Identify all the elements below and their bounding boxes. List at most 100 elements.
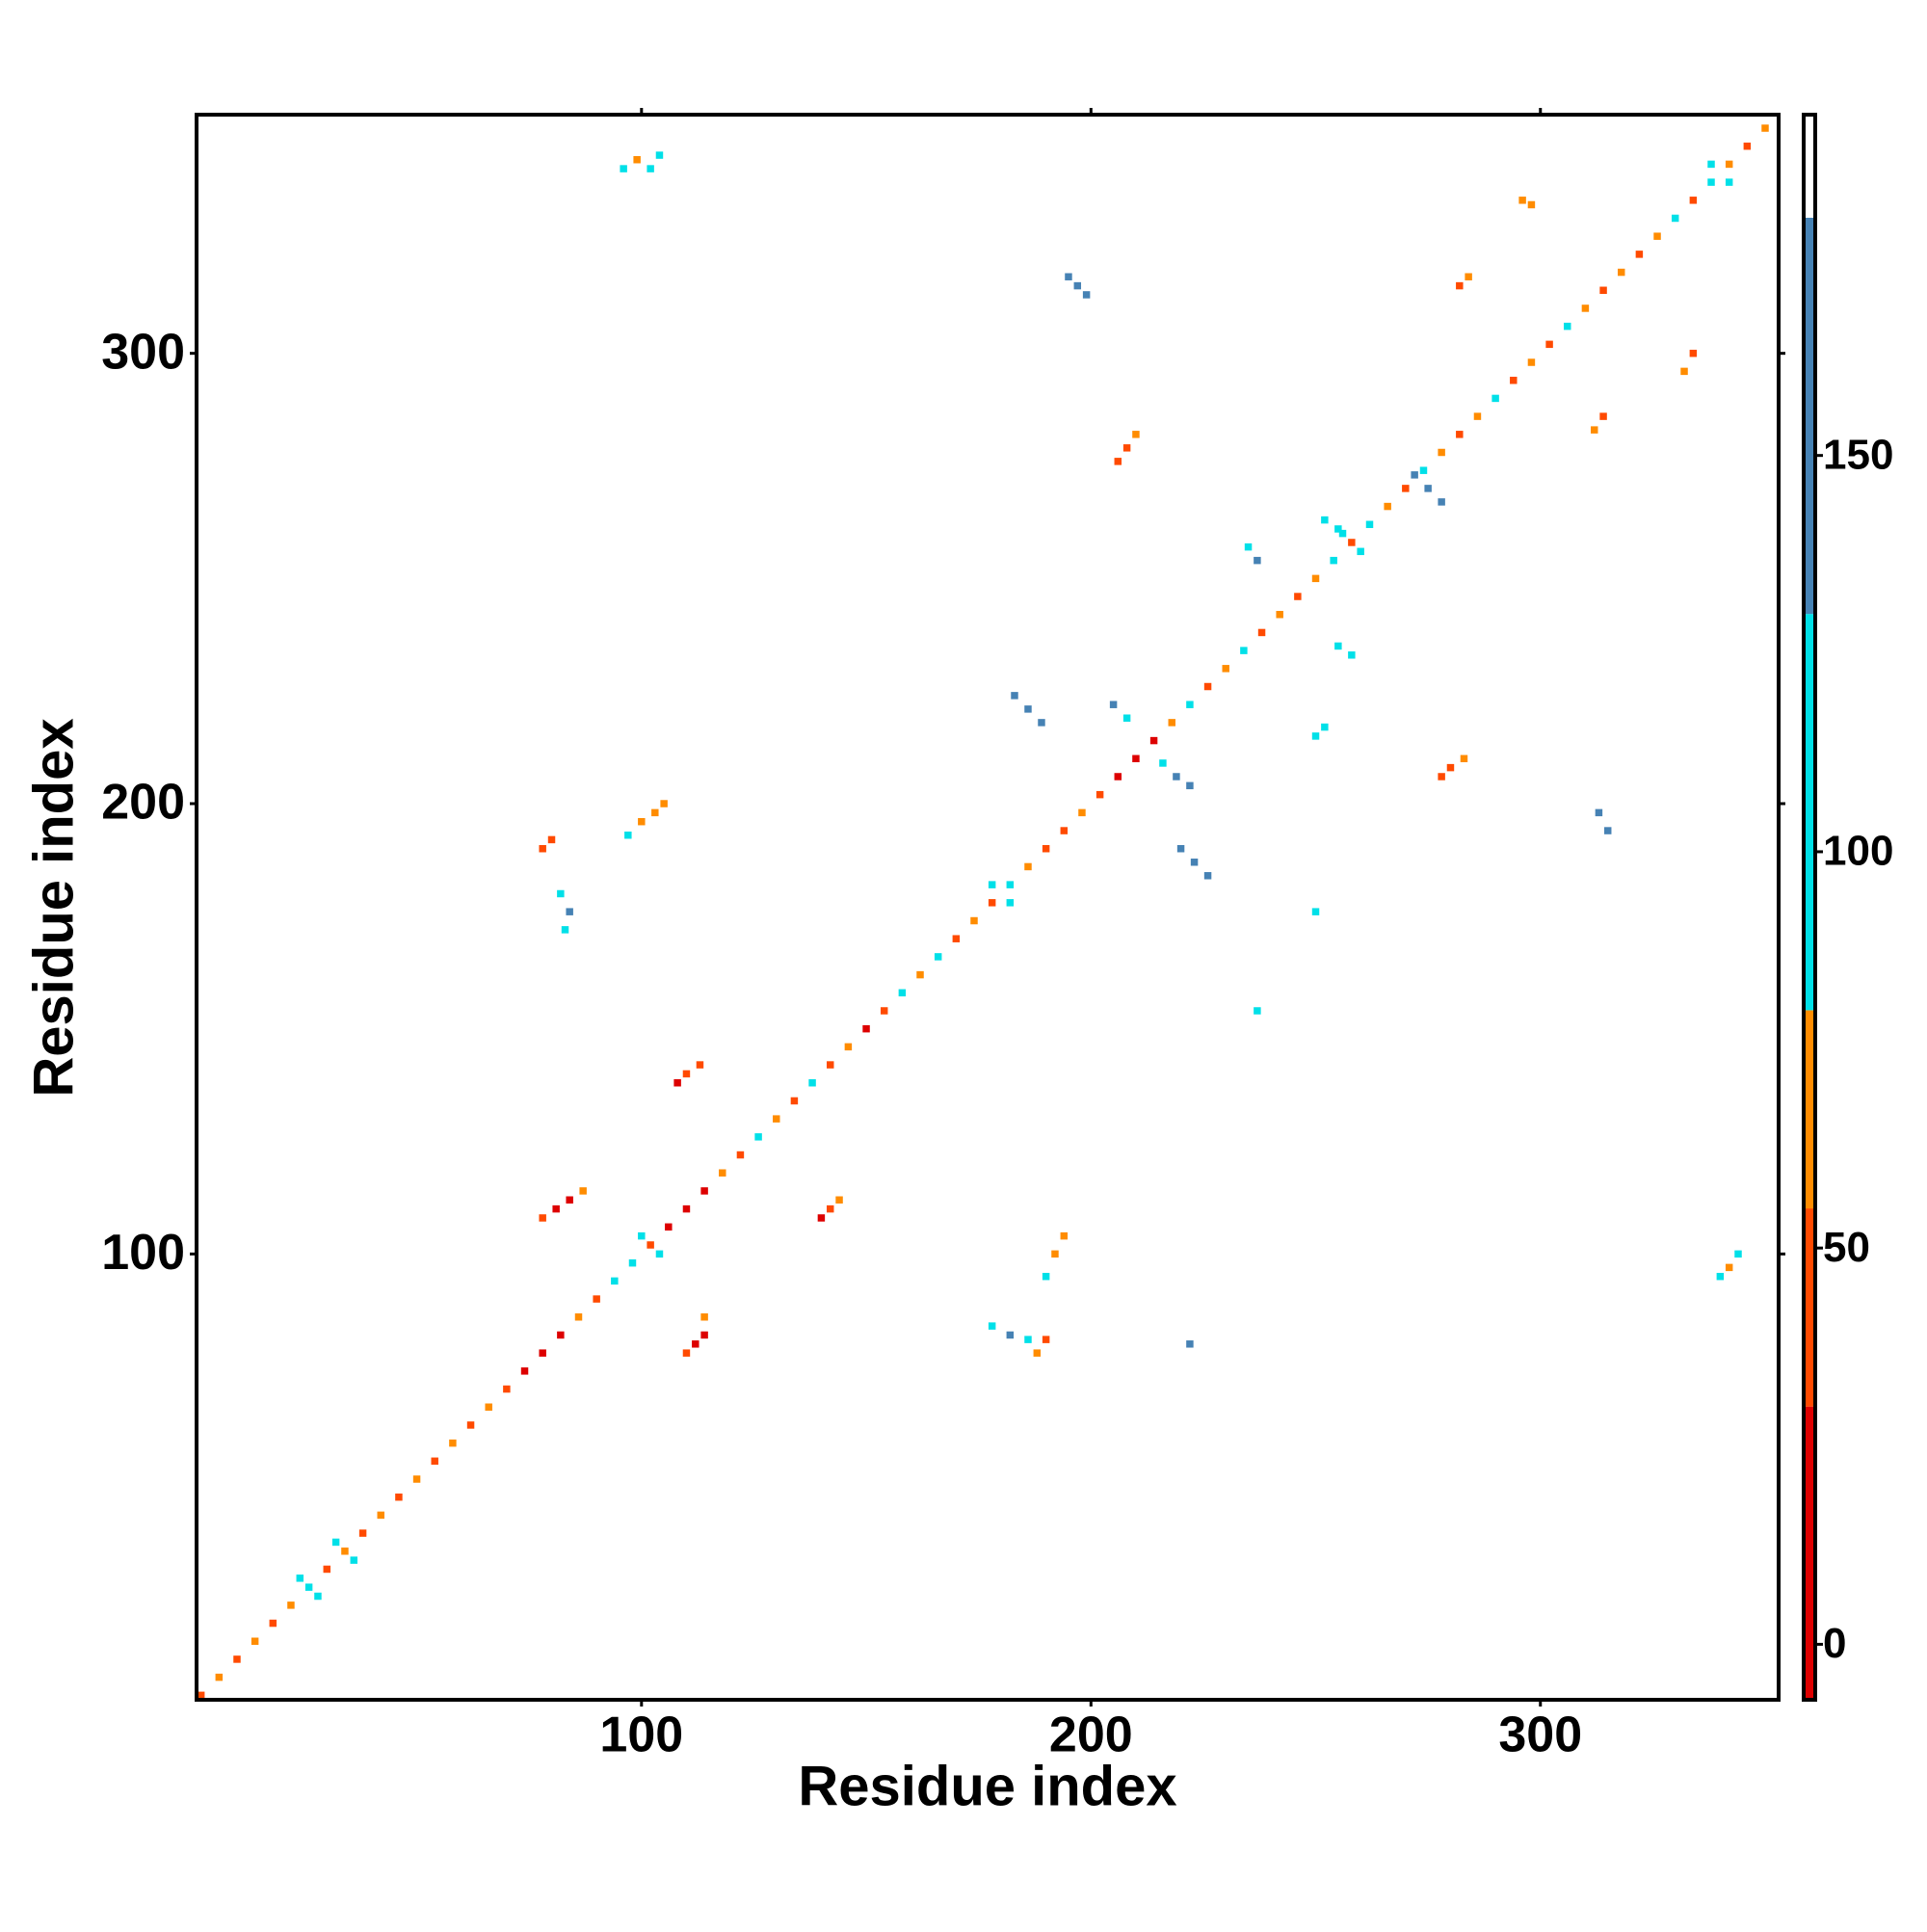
contact-cell [1653,232,1661,240]
contact-cell [296,1575,304,1582]
contact-cell [1338,529,1347,538]
contact-cell [1240,647,1248,654]
contact-cell [1581,304,1590,312]
contact-cell [1734,1250,1742,1258]
contact-cell [682,1070,691,1078]
contact-cell [1065,273,1072,280]
plot-frame [195,113,1781,1702]
contact-cell [1122,444,1131,452]
contact-cell [1321,516,1329,524]
contact-cell [1060,827,1069,834]
contact-cell [1186,1340,1194,1348]
contact-cell [547,835,556,844]
contact-cell [1384,502,1391,511]
contact-cell [1671,214,1679,223]
contact-cell [862,1024,870,1033]
contact-cell [1680,367,1688,376]
contact-cell [593,1295,600,1303]
contact-cell [1276,610,1283,619]
contact-cell [1599,286,1607,294]
contact-cell [1707,160,1715,169]
contact-cell [1716,1272,1725,1281]
contact-cell [692,1340,700,1348]
contact-cell [449,1439,457,1447]
contact-cell [1149,736,1158,745]
contact-cell [934,953,942,961]
contact-cell [1114,773,1122,781]
contact-cell [1527,200,1536,209]
colorbar-tick-label: 100 [1823,828,1893,875]
x-tick-label: 200 [1049,1707,1133,1763]
contact-cell [557,889,565,898]
x-tick-label: 300 [1498,1707,1582,1763]
contact-cell [1132,754,1140,763]
contact-cell [304,1583,313,1591]
contact-cell [557,1331,565,1339]
contact-cell [1446,763,1455,772]
contact-cell [700,1331,708,1339]
contact-cell [696,1061,704,1069]
contact-cell [485,1403,492,1411]
contact-cell [1114,458,1122,465]
contact-cell [1254,1007,1261,1015]
contact-cell [1024,862,1032,871]
contact-cell [1186,781,1194,790]
contact-cell [1743,142,1752,150]
contact-cell [1591,426,1598,434]
contact-cell [539,1214,546,1222]
contact-cell [1357,547,1364,556]
contact-cell [916,970,924,979]
contact-cell [539,845,546,853]
contact-cell [700,1313,708,1321]
contact-cell [1095,790,1104,799]
colorbar-tick-label: 150 [1823,431,1893,478]
contact-cell [700,1187,708,1195]
contact-cell [1595,808,1603,817]
contact-cell [1042,1272,1050,1281]
contact-cell [682,1204,691,1213]
contact-cell [844,1043,853,1051]
contact-cell [1419,466,1428,474]
contact-cell [611,1277,619,1285]
contact-cell [1456,431,1464,438]
contact-cell [1725,160,1733,169]
contact-cell [1725,178,1733,186]
contact-cell [647,165,654,172]
y-tick-label: 200 [101,775,185,831]
contact-cell [1564,322,1571,331]
contact-cell [719,1169,726,1177]
contact-cell [1122,714,1131,722]
contact-cell [1438,448,1445,457]
contact-cell [1311,574,1320,583]
contact-cell [233,1655,241,1663]
contact-cell [323,1565,331,1574]
contact-cell [1604,827,1612,834]
contact-cell [1334,642,1342,650]
contact-cell [988,1322,996,1330]
contact-cell [1330,556,1337,565]
contact-cell [1257,628,1266,637]
y-axis-title: Residue index [22,718,85,1097]
contact-cell [1725,1263,1733,1272]
contact-cell [412,1475,421,1483]
contact-cell [466,1421,475,1429]
contact-cell [655,151,664,159]
contact-cell [633,155,641,164]
contact-cell [988,899,996,907]
contact-cell [574,1313,583,1321]
contact-cell [638,1231,646,1240]
contact-cell [1334,525,1342,533]
contact-cell [1527,358,1536,366]
contact-cell [988,881,996,888]
contact-cell [269,1619,277,1628]
contact-cell [651,808,659,817]
contact-cell [638,817,646,826]
contact-cell [835,1196,843,1204]
colorbar-tick-label: 0 [1823,1620,1846,1667]
contact-cell [1510,376,1518,384]
contact-cell [520,1367,529,1375]
x-axis-title: Residue index [798,1755,1176,1817]
contact-cell [655,1250,664,1258]
contact-cell [1033,1349,1042,1357]
